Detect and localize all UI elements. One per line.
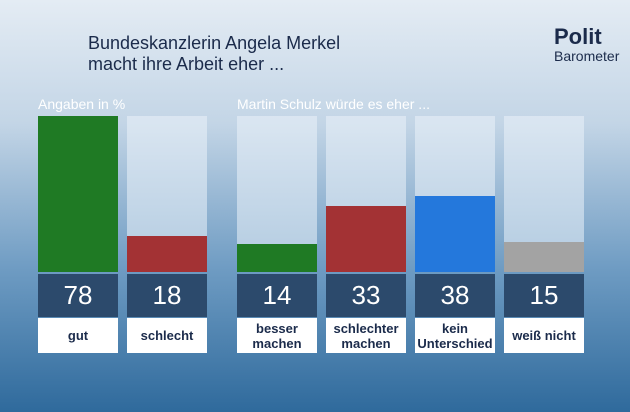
value-label: 38: [415, 274, 495, 317]
bar: [38, 116, 118, 272]
bar: [415, 196, 495, 272]
logo-line: Barometer: [554, 48, 620, 64]
bar: [237, 244, 317, 272]
bar: [504, 242, 584, 272]
value-label: 78: [38, 274, 118, 317]
title-line: macht ihre Arbeit eher ...: [88, 54, 285, 74]
category-label: kein Unterschied: [415, 318, 495, 353]
value-label: 14: [237, 274, 317, 317]
category-label: besser machen: [237, 318, 317, 353]
category-label: weiß nicht: [504, 318, 584, 353]
bar: [326, 206, 406, 272]
value-label: 33: [326, 274, 406, 317]
logo-line: Polit: [554, 26, 602, 49]
panel-subtitle: Angaben in %: [38, 96, 126, 112]
value-label: 18: [127, 274, 207, 317]
bar: [127, 236, 207, 272]
panel-subtitle: Martin Schulz würde es eher ...: [237, 96, 430, 112]
title: Bundeskanzlerin Angela Merkel macht ihre…: [88, 33, 340, 75]
title-line: Bundeskanzlerin Angela Merkel: [88, 33, 341, 53]
category-label: schlechter machen: [326, 318, 406, 353]
category-label: schlecht: [127, 318, 207, 353]
category-label: gut: [38, 318, 118, 353]
logo: Polit Barometer: [554, 26, 630, 64]
value-label: 15: [504, 274, 584, 317]
